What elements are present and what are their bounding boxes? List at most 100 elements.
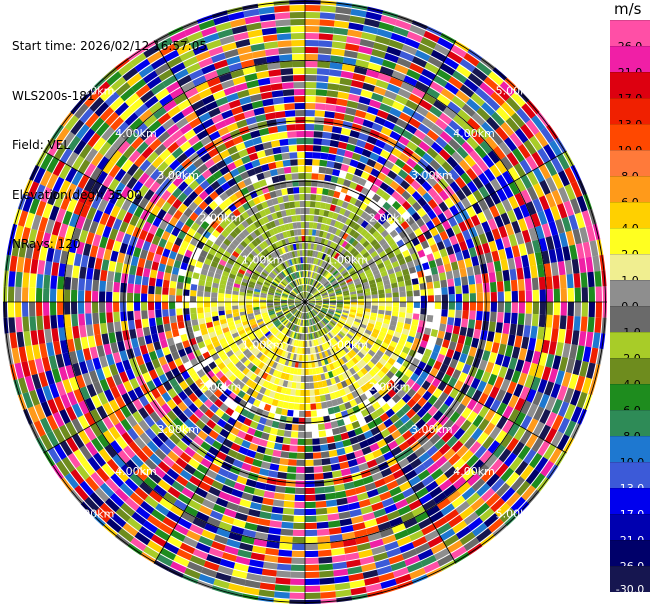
radar-gate [452, 70, 468, 84]
radar-gate [154, 294, 162, 302]
radar-gate [183, 386, 194, 397]
radar-gate [65, 326, 73, 340]
radar-gate [485, 361, 495, 374]
radar-gate [62, 378, 73, 394]
radar-gate [355, 109, 367, 119]
radar-gate [322, 303, 329, 306]
radar-gate [532, 421, 545, 437]
radar-gate [344, 50, 358, 59]
radar-gate [532, 289, 540, 302]
radar-gate [305, 578, 320, 585]
radar-gate [476, 463, 490, 478]
radar-gate [306, 271, 309, 278]
radar-gate [401, 463, 414, 475]
radar-gate [95, 223, 106, 236]
radar-gate [316, 514, 328, 522]
radar-gate [249, 321, 257, 326]
radar-gate [395, 253, 404, 261]
radar-gate [410, 324, 418, 332]
radar-gate [495, 126, 509, 141]
radar-gate [310, 271, 313, 278]
radar-gate [307, 304, 313, 310]
radar-gate [535, 364, 545, 379]
radar-gate [320, 451, 330, 459]
radar-gate [300, 305, 304, 312]
radar-gate [369, 386, 378, 395]
radar-gate [318, 563, 334, 571]
radar-gate [217, 467, 230, 478]
radar-gate [305, 550, 319, 558]
radar-gate [447, 540, 463, 554]
radar-gate [239, 298, 246, 302]
radar-gate [518, 347, 527, 361]
radar-gate [318, 549, 332, 557]
radar-gate [305, 40, 319, 47]
radar-gate [263, 403, 272, 412]
radar-gate [263, 388, 271, 397]
radar-gate [222, 327, 230, 334]
radar-gate [325, 97, 338, 105]
radar-gate [488, 352, 498, 364]
radar-gate [425, 374, 435, 384]
radar-gate [83, 243, 92, 257]
radar-gate [288, 298, 295, 301]
radar-gate [326, 248, 332, 255]
radar-gate [404, 37, 421, 49]
radar-gate [550, 205, 561, 221]
radar-gate [444, 263, 452, 273]
radar-gate [568, 214, 579, 231]
radar-gate [495, 389, 506, 402]
radar-gate [409, 24, 426, 37]
radar-gate [524, 215, 535, 230]
radar-gate [211, 306, 218, 312]
radar-gate [109, 492, 125, 508]
radar-gate [215, 370, 224, 379]
radar-gate [318, 285, 324, 291]
radar-gate [391, 147, 402, 158]
radar-gate [228, 273, 236, 280]
radar-gate [189, 413, 200, 424]
radar-gate [181, 487, 195, 499]
radar-gate [386, 510, 401, 521]
radar-gate [312, 375, 318, 382]
radar-gate [305, 250, 308, 257]
radar-gate [297, 304, 303, 310]
radar-gate [452, 325, 461, 335]
radar-gate [215, 497, 229, 508]
radar-gate [105, 478, 119, 493]
radar-gate [329, 267, 336, 273]
radar-gate [497, 302, 504, 313]
radar-gate [364, 295, 371, 299]
radar-gate [306, 292, 310, 299]
radar-gate [552, 234, 562, 249]
radar-gate [440, 316, 448, 325]
radar-gate [319, 252, 324, 260]
radar-gate [429, 510, 444, 523]
radar-gate [396, 205, 407, 215]
radar-gate [288, 314, 293, 320]
radar-gate [276, 478, 287, 486]
radar-gate [272, 369, 279, 377]
radar-gate [169, 344, 178, 354]
radar-gate [280, 451, 290, 459]
radar-gate [398, 338, 406, 346]
radar-gate [391, 260, 400, 268]
radar-gate [352, 346, 360, 354]
radar-gate [235, 452, 246, 462]
radar-gate [233, 482, 246, 492]
radar-gate [381, 192, 391, 201]
radar-gate [64, 276, 72, 290]
radar-gate [305, 236, 309, 243]
radar-gate [83, 347, 92, 361]
radar-gate [204, 307, 211, 313]
radar-gate [133, 302, 141, 311]
radar-gate [350, 8, 367, 18]
radar-gate [235, 339, 243, 346]
radar-gate [225, 334, 233, 342]
radar-gate [510, 312, 518, 325]
radar-gate [581, 287, 588, 302]
radar-gate [346, 495, 359, 504]
radar-gate [242, 320, 249, 326]
radar-gate [340, 329, 348, 335]
radar-gate [286, 366, 292, 374]
